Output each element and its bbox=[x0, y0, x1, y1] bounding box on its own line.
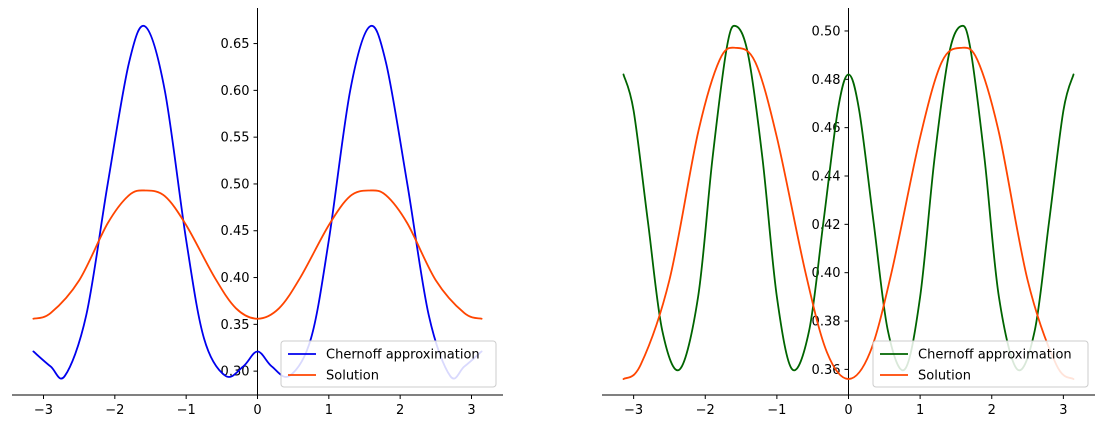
x-tick-label: −3 bbox=[34, 403, 53, 418]
left-chart: −3 −2 −1 0 1 2 3 0.30 0.35 0.40 0.45 0.50 0.55 0.60 0.… bbox=[12, 8, 503, 418]
x-tick-label: 0 bbox=[253, 403, 261, 418]
y-tick-label: 0.40 bbox=[812, 266, 841, 281]
series-line-chernoff bbox=[32, 24, 483, 380]
legend-label: Solution bbox=[326, 369, 379, 384]
x-tick-label: −2 bbox=[105, 403, 124, 418]
y-tick-label: 0.45 bbox=[221, 224, 250, 239]
y-tick-label: 0.50 bbox=[812, 24, 841, 39]
y-tick-label: 0.35 bbox=[221, 318, 250, 333]
y-tick-label: 0.48 bbox=[812, 73, 841, 88]
x-tick-label: −1 bbox=[767, 403, 786, 418]
legend-frame bbox=[872, 340, 1089, 388]
x-tick-label: 1 bbox=[325, 403, 333, 418]
x-tick-label: 0 bbox=[844, 403, 852, 418]
x-tick-label: 1 bbox=[916, 403, 924, 418]
x-tick-label: 3 bbox=[467, 403, 475, 418]
x-tick-label: −2 bbox=[696, 403, 715, 418]
y-tick-label: 0.40 bbox=[221, 271, 250, 286]
right-chart: −3 −2 −1 0 1 2 30.360.380.400.420.440.460.480.… bbox=[602, 8, 1095, 418]
series-line-chernoff bbox=[622, 24, 1075, 372]
legend-label: Chernoff approximation bbox=[326, 348, 480, 363]
x-tick-label: −1 bbox=[177, 403, 196, 418]
x-tick-label: 2 bbox=[396, 403, 404, 418]
legend: Chernoff approximation Solution bbox=[872, 340, 1089, 388]
y-tick-label: 0.46 bbox=[812, 121, 841, 136]
legend: Chernoff approximation Solution bbox=[280, 340, 497, 388]
y-tick-label: 0.55 bbox=[221, 131, 250, 146]
y-tick-label: 0.60 bbox=[221, 84, 250, 99]
legend-label: Chernoff approximation bbox=[918, 348, 1072, 363]
x-tick-label: 2 bbox=[988, 403, 996, 418]
y-tick-label: 0.65 bbox=[221, 37, 250, 52]
y-tick-label: 0.50 bbox=[221, 177, 250, 192]
y-tick-label: 0.42 bbox=[812, 218, 841, 233]
series-line-solution bbox=[32, 189, 483, 320]
y-tick-label: 0.44 bbox=[812, 169, 841, 184]
series-line-solution bbox=[622, 46, 1075, 380]
x-tick-label: 3 bbox=[1059, 403, 1067, 418]
legend-frame bbox=[280, 340, 497, 388]
x-tick-label: −3 bbox=[624, 403, 643, 418]
y-tick-label: 0.30 bbox=[221, 365, 250, 380]
legend-label: Solution bbox=[918, 369, 971, 384]
